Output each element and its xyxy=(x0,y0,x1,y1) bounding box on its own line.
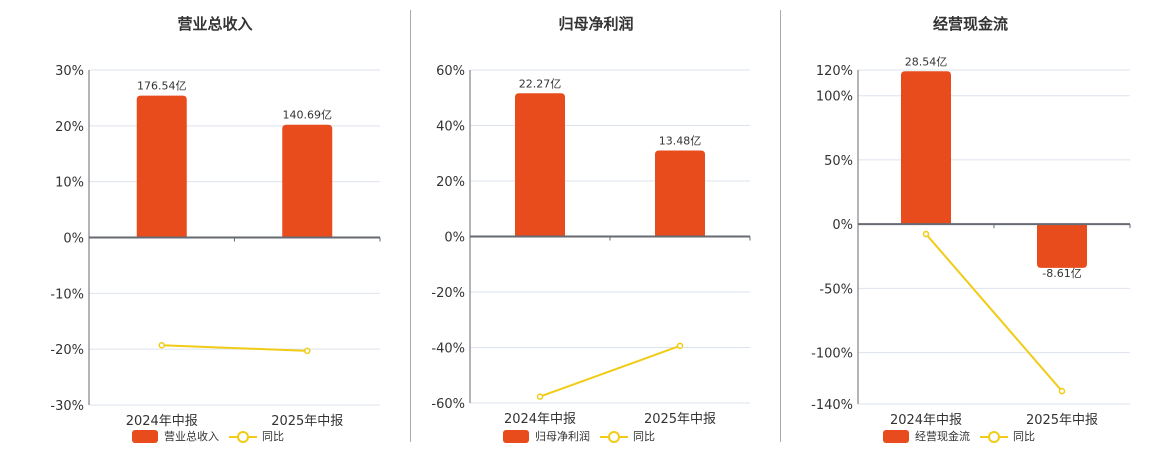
yoy-point[interactable] xyxy=(158,342,165,349)
bar-legend-swatch-icon[interactable] xyxy=(503,429,529,443)
x-category-label: 2024年中报 xyxy=(504,412,576,427)
line-legend-swatch-icon[interactable] xyxy=(980,430,1008,443)
legend-line-label[interactable]: 同比 xyxy=(633,430,655,443)
panel-divider xyxy=(780,10,781,442)
yoy-line xyxy=(925,233,1063,392)
chart-legend: 营业总收入 同比 xyxy=(132,428,284,444)
y-tick-label: 0% xyxy=(832,218,853,233)
bar-value-label: 28.54亿 xyxy=(905,55,948,68)
bar[interactable] xyxy=(901,71,951,225)
y-tick-label: -60% xyxy=(431,397,465,412)
chart-title: 归母净利润 xyxy=(558,15,634,33)
legend-bar-label[interactable]: 经营现金流 xyxy=(915,430,970,443)
bar[interactable] xyxy=(282,124,333,238)
chart-panel-operating-cash-flow: 经营现金流 120% 100% 50% 0% -50% -100% -140% 28.54亿 2… xyxy=(781,0,1160,450)
x-category-label: 2024年中报 xyxy=(126,414,198,429)
bar[interactable] xyxy=(655,150,705,237)
bar-legend-swatch-icon[interactable] xyxy=(883,429,909,443)
line-legend-swatch-icon[interactable] xyxy=(229,430,257,443)
bar[interactable] xyxy=(1037,224,1087,268)
yoy-point[interactable] xyxy=(304,347,311,355)
y-tick-label: -20% xyxy=(431,286,465,301)
y-tick-label: 20% xyxy=(55,120,84,135)
y-tick-label: -100% xyxy=(811,347,853,362)
x-category-label: 2025年中报 xyxy=(1026,413,1098,428)
chart-legend: 归母净利润 同比 xyxy=(503,428,655,444)
bar[interactable] xyxy=(136,95,187,238)
y-tick-label: -140% xyxy=(811,398,853,413)
bar-value-label: 22.27亿 xyxy=(519,77,562,90)
panel-divider xyxy=(410,10,411,442)
y-tick-label: 0% xyxy=(63,232,84,247)
y-tick-label: -10% xyxy=(50,287,84,302)
y-tick-label: 50% xyxy=(824,154,853,169)
x-category-label: 2025年中报 xyxy=(644,412,716,427)
y-tick-label: 120% xyxy=(816,64,853,79)
yoy-point[interactable] xyxy=(536,393,544,400)
y-tick-label: 100% xyxy=(816,90,853,105)
yoy-point[interactable] xyxy=(1058,387,1066,395)
y-tick-label: -40% xyxy=(431,342,465,357)
bar-value-label: 13.48亿 xyxy=(659,134,702,147)
line-legend-swatch-icon[interactable] xyxy=(600,430,628,443)
x-category-label: 2024年中报 xyxy=(890,413,962,428)
legend-line-label[interactable]: 同比 xyxy=(1013,430,1035,443)
legend-bar-label[interactable]: 归母净利润 xyxy=(535,430,590,443)
y-tick-label: 30% xyxy=(55,64,84,79)
bar-legend-swatch-icon[interactable] xyxy=(132,429,158,443)
bar-value-label: -8.61亿 xyxy=(1042,267,1081,280)
bar-value-label: 176.54亿 xyxy=(137,80,187,93)
yoy-line xyxy=(161,344,308,352)
chart-plot-net-profit: 60% 40% 20% 0% -20% -40% -60% 22.27亿 2024年中报 13.4… xyxy=(431,64,751,427)
chart-title: 经营现金流 xyxy=(932,15,1008,33)
yoy-point[interactable] xyxy=(676,342,684,350)
chart-panel-net-profit: 归母净利润 60% 40% 20% 0% -20% -40% -60% 22.27亿 2024年… xyxy=(411,0,781,450)
legend-line-label[interactable]: 同比 xyxy=(262,430,284,443)
chart-title: 营业总收入 xyxy=(177,15,253,33)
bar[interactable] xyxy=(515,93,565,237)
y-tick-label: -30% xyxy=(50,399,84,414)
y-tick-label: 10% xyxy=(55,176,84,191)
y-tick-label: 20% xyxy=(436,175,465,190)
legend-bar-label[interactable]: 营业总收入 xyxy=(164,430,219,443)
x-category-label: 2025年中报 xyxy=(271,414,343,429)
y-tick-label: -50% xyxy=(819,282,853,297)
yoy-line xyxy=(539,344,681,398)
chart-legend: 经营现金流 同比 xyxy=(883,428,1035,444)
chart-plot-revenue: 30% 20% 10% 0% -10% -20% -30% 176.54亿 2024年中报 140… xyxy=(50,64,381,429)
yoy-point[interactable] xyxy=(922,230,930,238)
y-tick-label: 40% xyxy=(436,120,465,135)
y-tick-label: 0% xyxy=(444,231,465,246)
chart-plot-operating-cash-flow: 120% 100% 50% 0% -50% -100% -140% 28.54亿 2024年中报… xyxy=(811,55,1131,428)
chart-panel-revenue: 营业总收入 30% 20% 10% 0% -10% -20% -30% 176.54亿 2024… xyxy=(0,0,410,450)
bar-value-label: 140.69亿 xyxy=(283,109,333,122)
y-tick-label: -20% xyxy=(50,343,84,358)
y-tick-label: 60% xyxy=(436,64,465,79)
